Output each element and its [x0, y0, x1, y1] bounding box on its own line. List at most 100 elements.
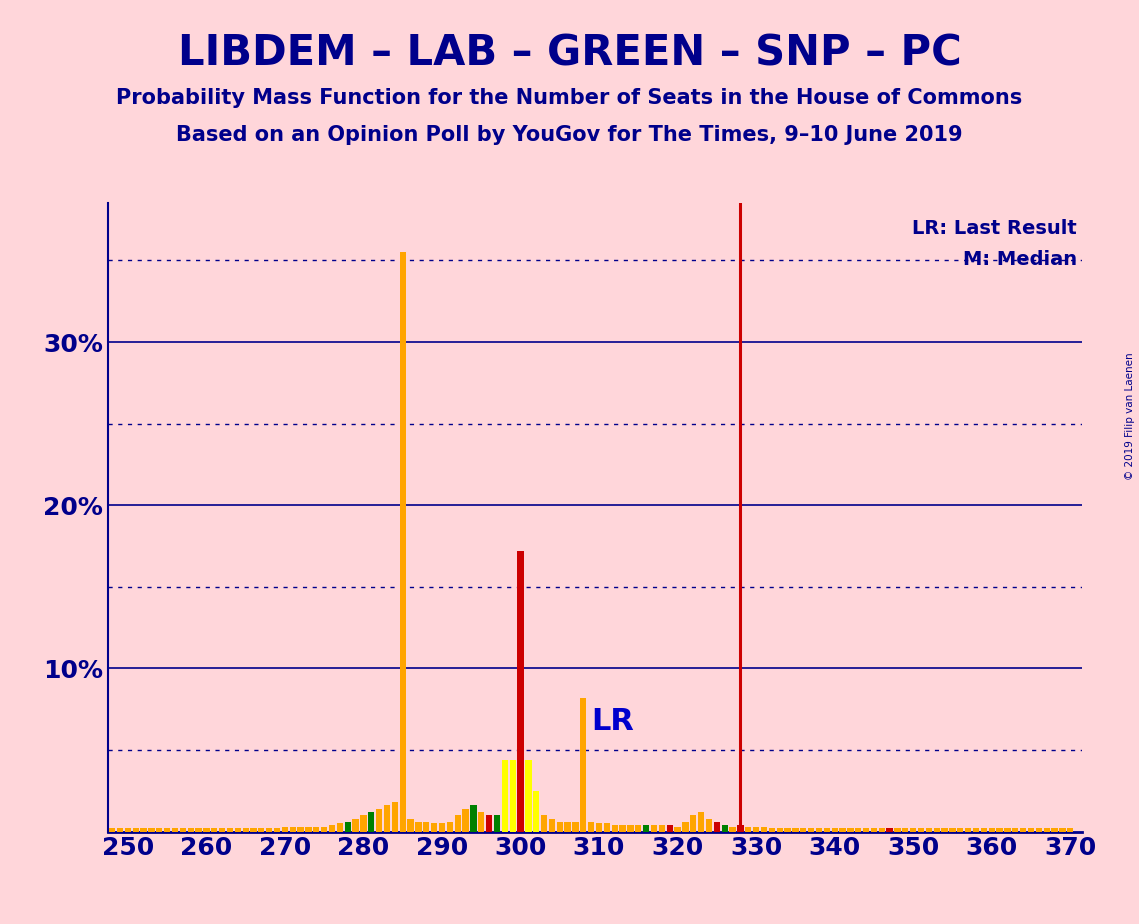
Bar [926, 828, 932, 832]
Bar [942, 828, 948, 832]
Bar [148, 828, 155, 832]
Bar [1013, 828, 1018, 832]
Bar [596, 823, 603, 832]
Bar [839, 828, 845, 832]
Bar [1035, 828, 1042, 832]
Bar [305, 827, 312, 832]
Bar [588, 821, 595, 832]
Bar [423, 821, 429, 832]
Bar [1027, 828, 1034, 832]
Bar [981, 828, 988, 832]
Text: LR: Last Result: LR: Last Result [912, 219, 1077, 238]
Bar [297, 827, 304, 832]
Bar [156, 828, 163, 832]
Bar [714, 821, 720, 832]
Bar [164, 828, 170, 832]
Text: LR: LR [591, 708, 634, 736]
Bar [384, 806, 391, 832]
Bar [172, 828, 178, 832]
Bar [973, 828, 980, 832]
Bar [793, 828, 798, 832]
Bar [878, 828, 885, 832]
Bar [196, 828, 202, 832]
Bar [132, 828, 139, 832]
Bar [439, 823, 445, 832]
Bar [557, 821, 563, 832]
Bar [785, 828, 790, 832]
Bar [1067, 828, 1073, 832]
Bar [573, 821, 579, 832]
Bar [124, 828, 131, 832]
Bar [831, 828, 838, 832]
Bar [525, 760, 532, 832]
Bar [289, 827, 296, 832]
Bar [203, 828, 210, 832]
Bar [604, 823, 611, 832]
Bar [863, 828, 869, 832]
Bar [368, 812, 375, 832]
Bar [541, 815, 547, 832]
Bar [345, 821, 351, 832]
Bar [800, 828, 806, 832]
Bar [949, 828, 956, 832]
Bar [580, 698, 587, 832]
Bar [674, 827, 681, 832]
Bar [666, 825, 673, 832]
Bar [612, 825, 617, 832]
Text: Probability Mass Function for the Number of Seats in the House of Commons: Probability Mass Function for the Number… [116, 88, 1023, 108]
Bar [259, 828, 264, 832]
Bar [565, 821, 571, 832]
Bar [400, 252, 405, 832]
Bar [1005, 828, 1010, 832]
Bar [267, 828, 272, 832]
Bar [698, 812, 704, 832]
Bar [431, 823, 437, 832]
Bar [737, 825, 744, 832]
Bar [1021, 828, 1026, 832]
Bar [997, 828, 1002, 832]
Bar [376, 808, 383, 832]
Bar [682, 821, 689, 832]
Bar [769, 828, 775, 832]
Bar [360, 815, 367, 832]
Bar [273, 828, 280, 832]
Bar [855, 828, 861, 832]
Bar [211, 828, 218, 832]
Text: LIBDEM – LAB – GREEN – SNP – PC: LIBDEM – LAB – GREEN – SNP – PC [178, 32, 961, 74]
Bar [1051, 828, 1058, 832]
Bar [501, 760, 508, 832]
Text: Based on an Opinion Poll by YouGov for The Times, 9–10 June 2019: Based on an Opinion Poll by YouGov for T… [177, 125, 962, 145]
Bar [321, 827, 327, 832]
Bar [408, 819, 413, 832]
Bar [188, 828, 194, 832]
Bar [816, 828, 822, 832]
Bar [658, 825, 665, 832]
Bar [337, 823, 343, 832]
Bar [808, 828, 814, 832]
Bar [894, 828, 901, 832]
Bar [729, 827, 736, 832]
Bar [329, 825, 335, 832]
Bar [706, 819, 712, 832]
Bar [910, 828, 917, 832]
Bar [965, 828, 972, 832]
Bar [219, 828, 226, 832]
Bar [251, 828, 256, 832]
Bar [628, 825, 633, 832]
Bar [509, 760, 516, 832]
Bar [549, 819, 555, 832]
Bar [690, 815, 696, 832]
Bar [243, 828, 248, 832]
Bar [620, 825, 625, 832]
Bar [753, 827, 760, 832]
Bar [644, 825, 649, 832]
Bar [416, 821, 421, 832]
Bar [281, 827, 288, 832]
Bar [989, 828, 994, 832]
Bar [446, 821, 453, 832]
Bar [454, 815, 461, 832]
Bar [533, 791, 540, 832]
Bar [886, 828, 893, 832]
Bar [352, 819, 359, 832]
Bar [109, 828, 115, 832]
